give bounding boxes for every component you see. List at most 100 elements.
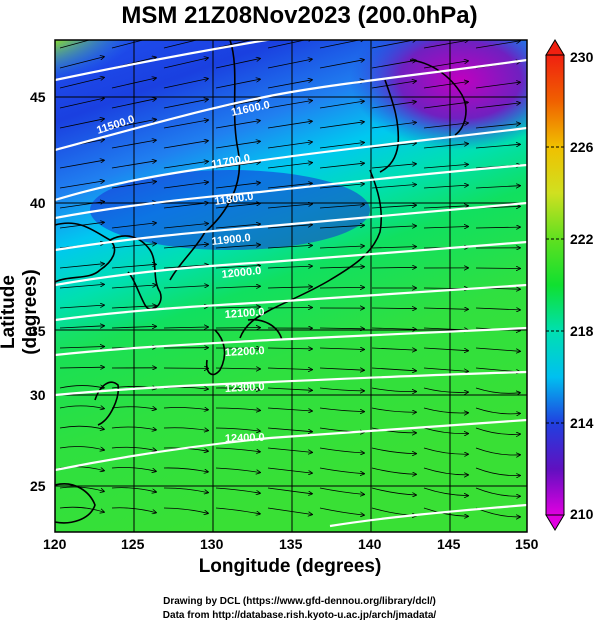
- wind-arrow: [111, 446, 156, 450]
- colorbar-min-triangle: [545, 514, 565, 531]
- wind-arrow: [475, 447, 520, 455]
- wind-arrow: [423, 487, 468, 496]
- wind-arrow: [215, 141, 260, 149]
- x-tick-150: 150: [515, 536, 539, 552]
- wind-arrow: [111, 99, 156, 109]
- contour-label-12100: 12100.0: [224, 306, 265, 321]
- wind-arrow: [59, 386, 104, 388]
- wind-arrow: [475, 387, 520, 393]
- wind-arrow: [371, 427, 416, 433]
- wind-arrow: [423, 367, 468, 371]
- contour-label-12000: 12000.0: [221, 265, 262, 281]
- wind-arrow: [371, 447, 416, 454]
- x-tick-145: 145: [437, 536, 461, 552]
- wind-arrow: [267, 40, 312, 49]
- wind-arrow: [475, 427, 520, 434]
- wind-arrow: [59, 425, 104, 429]
- wind-arrow: [267, 225, 312, 229]
- wind-arrow: [423, 82, 468, 89]
- colorbar-max-triangle: [545, 39, 565, 56]
- wind-arrow: [215, 183, 260, 189]
- wind-arrow: [267, 407, 312, 411]
- footer-credit-data: Data from http://database.rish.kyoto-u.a…: [162, 610, 437, 621]
- x-tick-130: 130: [200, 536, 224, 552]
- wind-arrow: [215, 224, 260, 229]
- wind-arrow: [59, 119, 104, 129]
- y-tick-25: 25: [30, 478, 46, 494]
- wind-arrow: [215, 307, 260, 308]
- wind-arrow: [215, 79, 260, 89]
- wind-arrow: [215, 368, 260, 369]
- wind-arrow: [59, 40, 91, 49]
- wind-arrow: [267, 287, 312, 288]
- wind-arrow: [371, 164, 416, 169]
- wind-arrow: [267, 101, 312, 109]
- wind-arrow: [59, 202, 104, 209]
- wind-arrow: [59, 284, 104, 289]
- wind-arrow: [215, 203, 260, 209]
- wind-arrow: [59, 326, 104, 329]
- wind-arrow: [371, 81, 416, 89]
- wind-arrow: [267, 487, 312, 494]
- wind-arrow: [319, 246, 364, 248]
- wind-arrow: [319, 184, 364, 189]
- wind-arrow: [319, 60, 364, 69]
- wind-arrow: [267, 80, 312, 89]
- wind-streamlines: [59, 40, 520, 517]
- wind-arrow: [163, 487, 208, 493]
- wind-arrow: [475, 227, 520, 228]
- wind-arrow: [319, 40, 364, 49]
- wind-arrow: [267, 368, 312, 370]
- wind-arrow: [267, 204, 312, 209]
- wind-arrow: [319, 267, 364, 268]
- wind-arrow: [475, 308, 520, 310]
- wind-arrow: [215, 447, 260, 452]
- wind-arrow: [371, 328, 416, 329]
- wind-arrow: [423, 387, 468, 392]
- wind-arrow: [475, 82, 520, 89]
- wind-arrow: [59, 486, 104, 491]
- wind-arrow: [371, 122, 416, 129]
- wind-arrow: [423, 164, 468, 169]
- x-tick-120: 120: [43, 536, 67, 552]
- wind-arrow: [423, 447, 468, 454]
- wind-arrow: [371, 308, 416, 309]
- page-title: MSM 21Z08Nov2023 (200.0hPa): [121, 2, 478, 29]
- wind-arrow: [163, 141, 208, 149]
- wind-arrow: [59, 506, 104, 512]
- wind-arrow: [59, 367, 104, 368]
- wind-arrow: [163, 182, 208, 189]
- wind-arrow: [267, 308, 312, 309]
- wind-arrow: [111, 467, 156, 471]
- wind-arrow: [267, 183, 312, 189]
- wind-arrow: [267, 348, 312, 349]
- wind-arrow: [163, 79, 208, 89]
- footer-credit-dcl: Drawing by DCL (https://www.gfd-dennou.o…: [163, 596, 436, 607]
- wind-arrow: [423, 206, 468, 209]
- wind-arrow: [475, 41, 520, 49]
- wind-arrow: [163, 408, 208, 410]
- wind-arrow: [267, 59, 312, 69]
- wind-arrow: [475, 186, 520, 189]
- y-tick-40: 40: [30, 195, 46, 211]
- wind-arrow: [319, 122, 364, 129]
- wind-arrow: [423, 507, 468, 516]
- wind-arrow: [319, 328, 364, 329]
- map-plot-area: 11500.0 11600.0 11700.0 11800.0 11900.0 …: [55, 40, 527, 532]
- wind-arrow: [319, 348, 364, 350]
- wind-arrow: [215, 408, 260, 410]
- wind-arrow: [475, 467, 520, 476]
- wind-arrow: [111, 507, 156, 513]
- wind-arrow: [59, 347, 104, 349]
- wind-arrow: [267, 467, 312, 473]
- wind-arrow: [267, 387, 312, 390]
- wind-arrow: [59, 406, 104, 409]
- x-tick-135: 135: [279, 536, 303, 552]
- wind-arrow: [111, 223, 156, 229]
- wind-arrow: [267, 447, 312, 452]
- wind-arrow: [319, 387, 364, 391]
- colorbar-tick-210: 210: [570, 506, 594, 522]
- wind-arrow: [319, 467, 364, 474]
- wind-arrow: [371, 247, 416, 248]
- wind-arrow: [111, 407, 156, 409]
